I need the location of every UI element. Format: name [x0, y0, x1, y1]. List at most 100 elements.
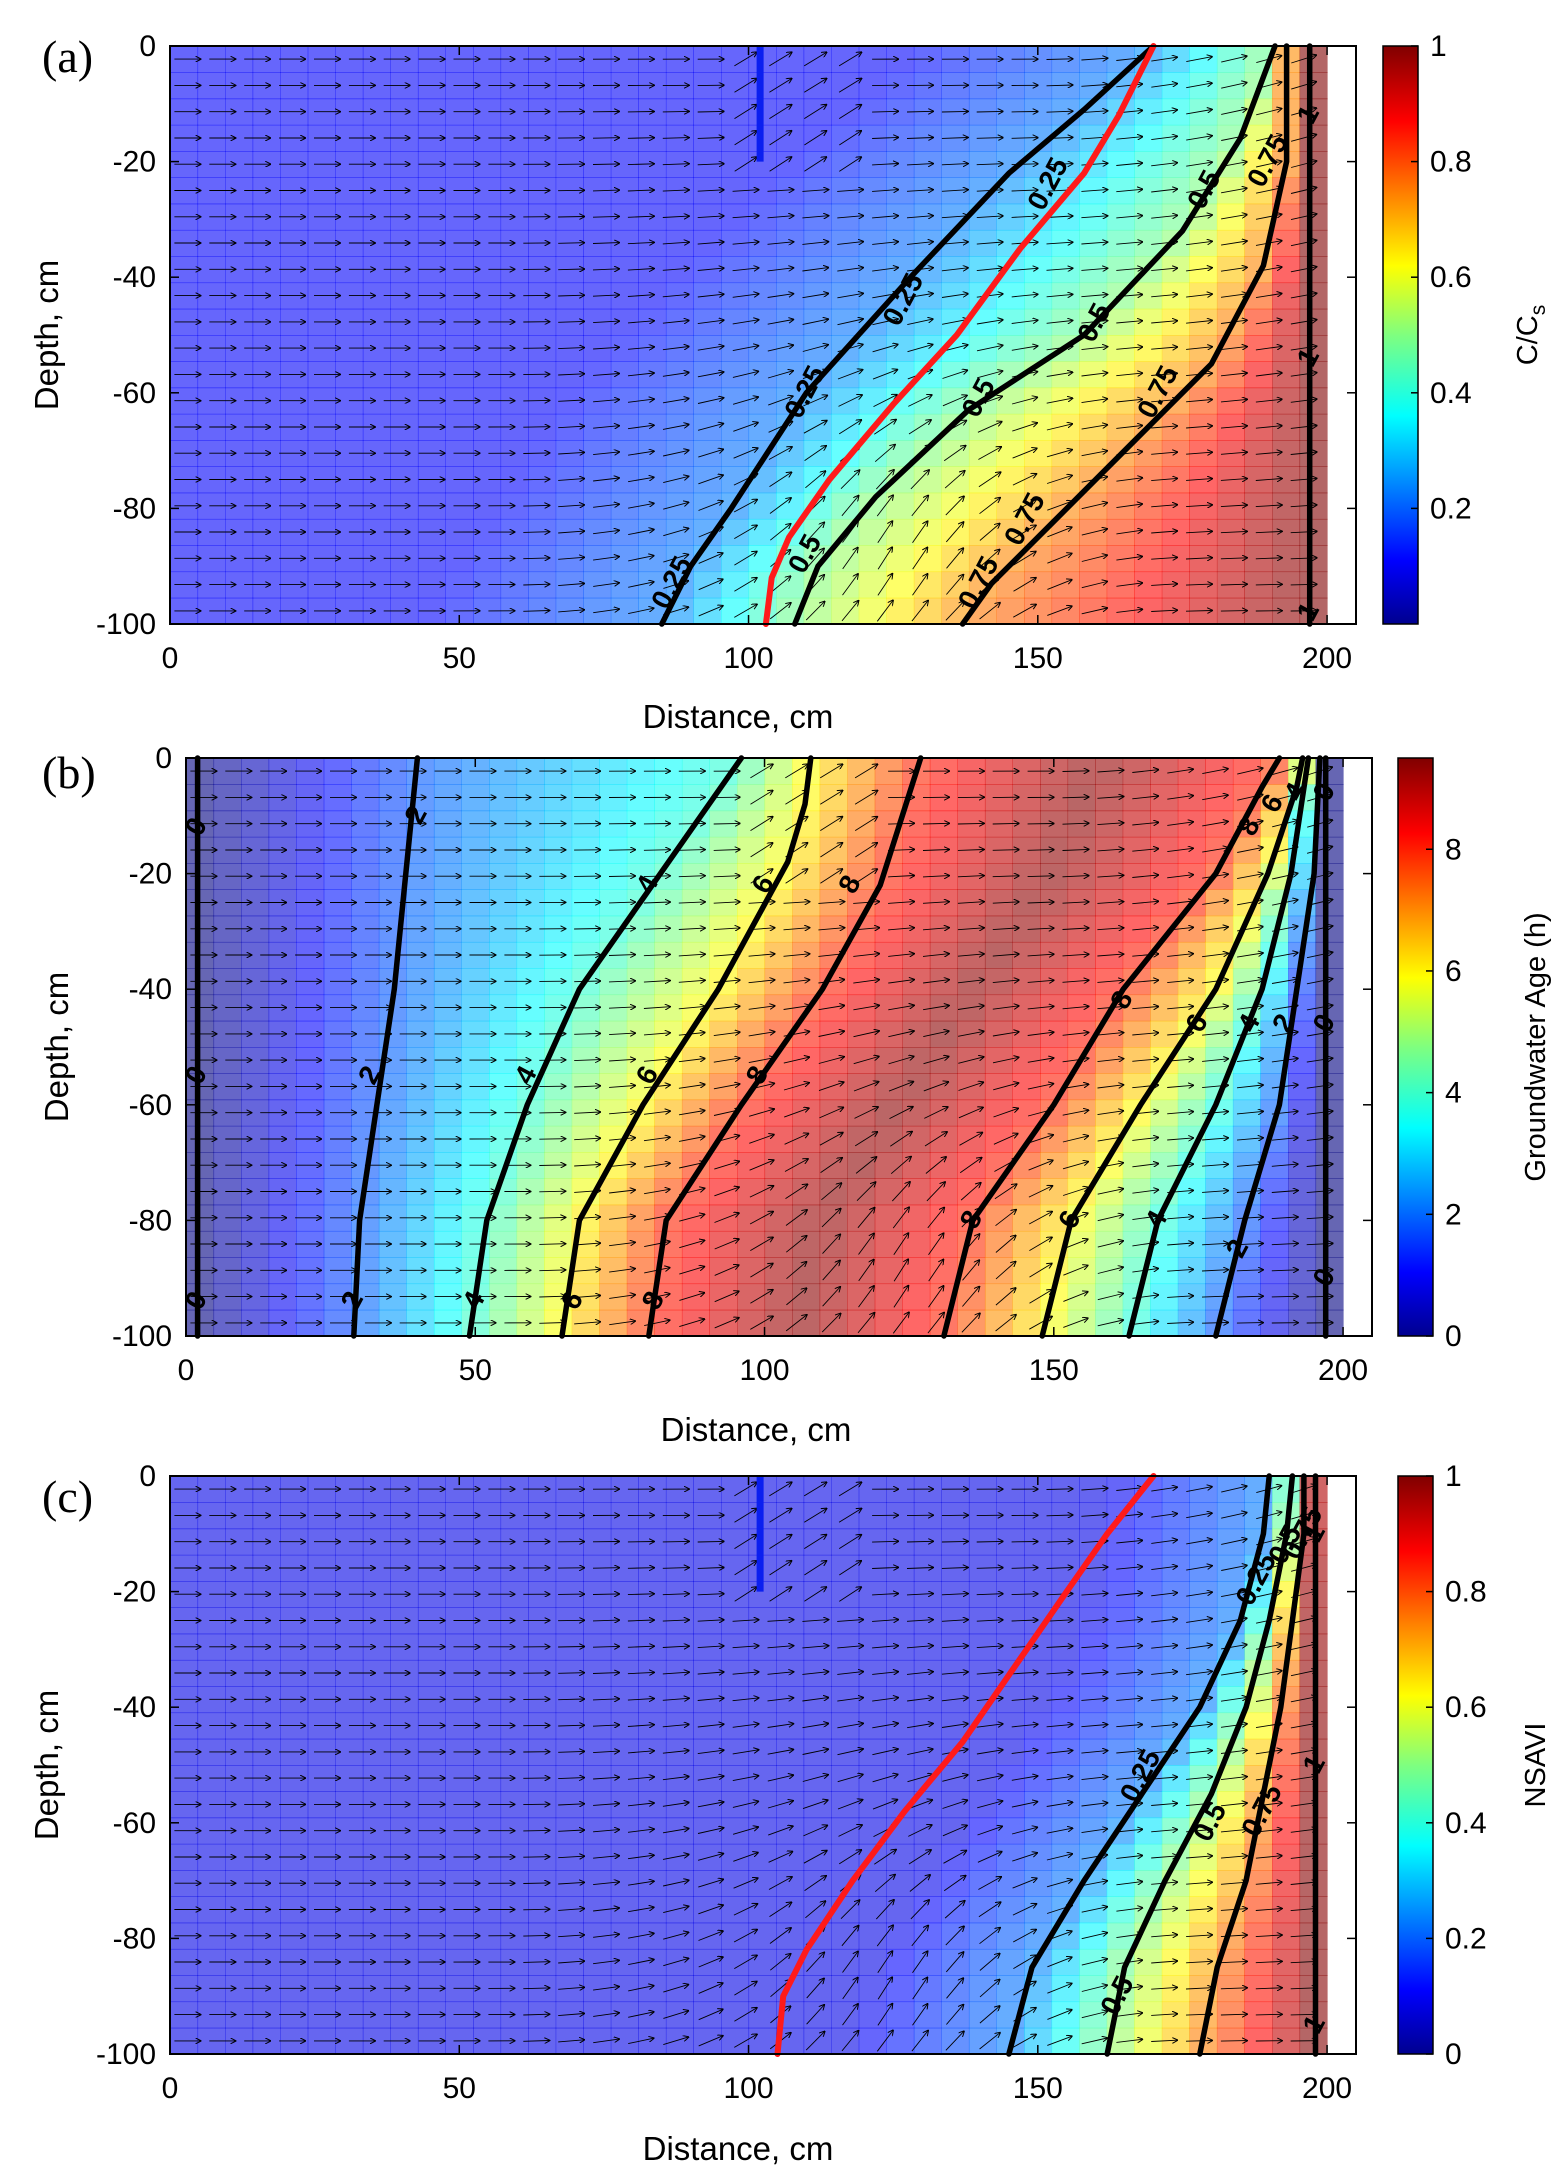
- heatmap-cell: [847, 784, 875, 811]
- heatmap-cell: [1272, 309, 1300, 336]
- heatmap-cell: [969, 440, 997, 467]
- heatmap-cell: [969, 1818, 997, 1845]
- x-axis-label-b: Distance, cm: [661, 1411, 852, 1448]
- heatmap-cell: [1024, 1765, 1052, 1792]
- heatmap-cell: [666, 440, 694, 467]
- heatmap-cell: [914, 388, 942, 415]
- heatmap-cell: [902, 1205, 930, 1232]
- colorbar-tick-label: 0.4: [1430, 377, 1472, 410]
- heatmap-cell: [749, 598, 777, 625]
- heatmap-cell: [902, 1284, 930, 1311]
- heatmap-cell: [902, 1021, 930, 1048]
- heatmap-cell: [930, 1100, 958, 1127]
- x-axis-label-a: Distance, cm: [643, 698, 834, 735]
- heatmap-cell: [804, 309, 832, 336]
- heatmap-cell: [997, 1949, 1025, 1976]
- heatmap-cell: [985, 1310, 1013, 1337]
- heatmap-cell: [682, 1100, 710, 1127]
- heatmap-cell: [1189, 72, 1217, 99]
- heatmap-cell: [831, 72, 859, 99]
- heatmap-cell: [831, 572, 859, 599]
- heatmap-cell: [1162, 1607, 1190, 1634]
- heatmap-cell: [820, 758, 848, 785]
- heatmap-cell: [1107, 519, 1135, 546]
- heatmap-cell: [941, 2028, 969, 2055]
- heatmap-cell: [765, 1126, 793, 1153]
- heatmap-cell: [941, 1844, 969, 1871]
- heatmap-cell: [749, 1791, 777, 1818]
- heatmap-cell: [831, 414, 859, 441]
- heatmap-cell: [831, 1818, 859, 1845]
- heatmap-cell: [997, 1844, 1025, 1871]
- heatmap-cell: [886, 1713, 914, 1740]
- heatmap-cell: [804, 1791, 832, 1818]
- heatmap-cell: [997, 1923, 1025, 1950]
- flow-arrow: [523, 1857, 549, 1858]
- heatmap-cell: [1162, 72, 1190, 99]
- heatmap-cell: [1052, 1975, 1080, 2002]
- heatmap-cell: [804, 1818, 832, 1845]
- heatmap-cell: [914, 1923, 942, 1950]
- heatmap-cell: [914, 598, 942, 625]
- heatmap-cell: [611, 2002, 639, 2029]
- heatmap-cell: [930, 1178, 958, 1205]
- heatmap-cell: [1040, 1021, 1068, 1048]
- heatmap-cell: [804, 256, 832, 283]
- heatmap-cell: [1162, 1896, 1190, 1923]
- heatmap-cell: [1052, 545, 1080, 572]
- flow-arrow: [593, 138, 619, 139]
- heatmap-cell: [820, 1257, 848, 1284]
- heatmap-cell: [682, 1284, 710, 1311]
- heatmap-cell: [765, 995, 793, 1022]
- heatmap-cell: [930, 1152, 958, 1179]
- heatmap-cell: [902, 1047, 930, 1074]
- heatmap-cell: [1272, 1686, 1300, 1713]
- flow-arrow: [609, 850, 635, 851]
- heatmap-cell: [820, 784, 848, 811]
- heatmap-cell: [957, 1284, 985, 1311]
- heatmap-cell: [1189, 1581, 1217, 1608]
- flow-arrow: [523, 1883, 549, 1884]
- heatmap-cell: [1162, 545, 1190, 572]
- y-tick-label: -20: [129, 858, 172, 891]
- heatmap-cell: [804, 99, 832, 126]
- heatmap-cell: [804, 1476, 832, 1503]
- heatmap-cell: [1024, 1660, 1052, 1687]
- flow-arrow: [539, 1139, 565, 1140]
- y-tick-label: -20: [113, 146, 156, 179]
- heatmap-cell: [638, 440, 666, 467]
- flow-arrow: [593, 164, 619, 165]
- heatmap-cell: [638, 335, 666, 362]
- heatmap-cell: [804, 1739, 832, 1766]
- flow-arrow: [942, 111, 968, 112]
- heatmap-cell: [985, 1100, 1013, 1127]
- heatmap-cell: [1040, 1047, 1068, 1074]
- heatmap-cell: [886, 2002, 914, 2029]
- heatmap-cell: [914, 1949, 942, 1976]
- heatmap-cell: [847, 1100, 875, 1127]
- heatmap-cell: [831, 388, 859, 415]
- x-tick-label: 150: [1029, 1354, 1079, 1387]
- heatmap-cell: [831, 1765, 859, 1792]
- heatmap-cell: [1272, 256, 1300, 283]
- heatmap-cell: [831, 1581, 859, 1608]
- heatmap-cell: [1107, 598, 1135, 625]
- heatmap-cell: [859, 598, 887, 625]
- heatmap-cell: [611, 1844, 639, 1871]
- heatmap-cell: [749, 335, 777, 362]
- heatmap-cell: [820, 1205, 848, 1232]
- heatmap-cell: [654, 1310, 682, 1337]
- heatmap-cell: [957, 1178, 985, 1205]
- heatmap-cell: [749, 1844, 777, 1871]
- heatmap-cell: [1272, 388, 1300, 415]
- heatmap-cell: [941, 466, 969, 493]
- heatmap-cell: [847, 1126, 875, 1153]
- heatmap-cell: [820, 811, 848, 838]
- heatmap-cell: [847, 1021, 875, 1048]
- flow-arrow: [523, 479, 549, 480]
- heatmap-cell: [985, 1284, 1013, 1311]
- heatmap-cell: [765, 1257, 793, 1284]
- heatmap-cell: [997, 1896, 1025, 1923]
- heatmap-cell: [765, 811, 793, 838]
- heatmap-cell: [1272, 1818, 1300, 1845]
